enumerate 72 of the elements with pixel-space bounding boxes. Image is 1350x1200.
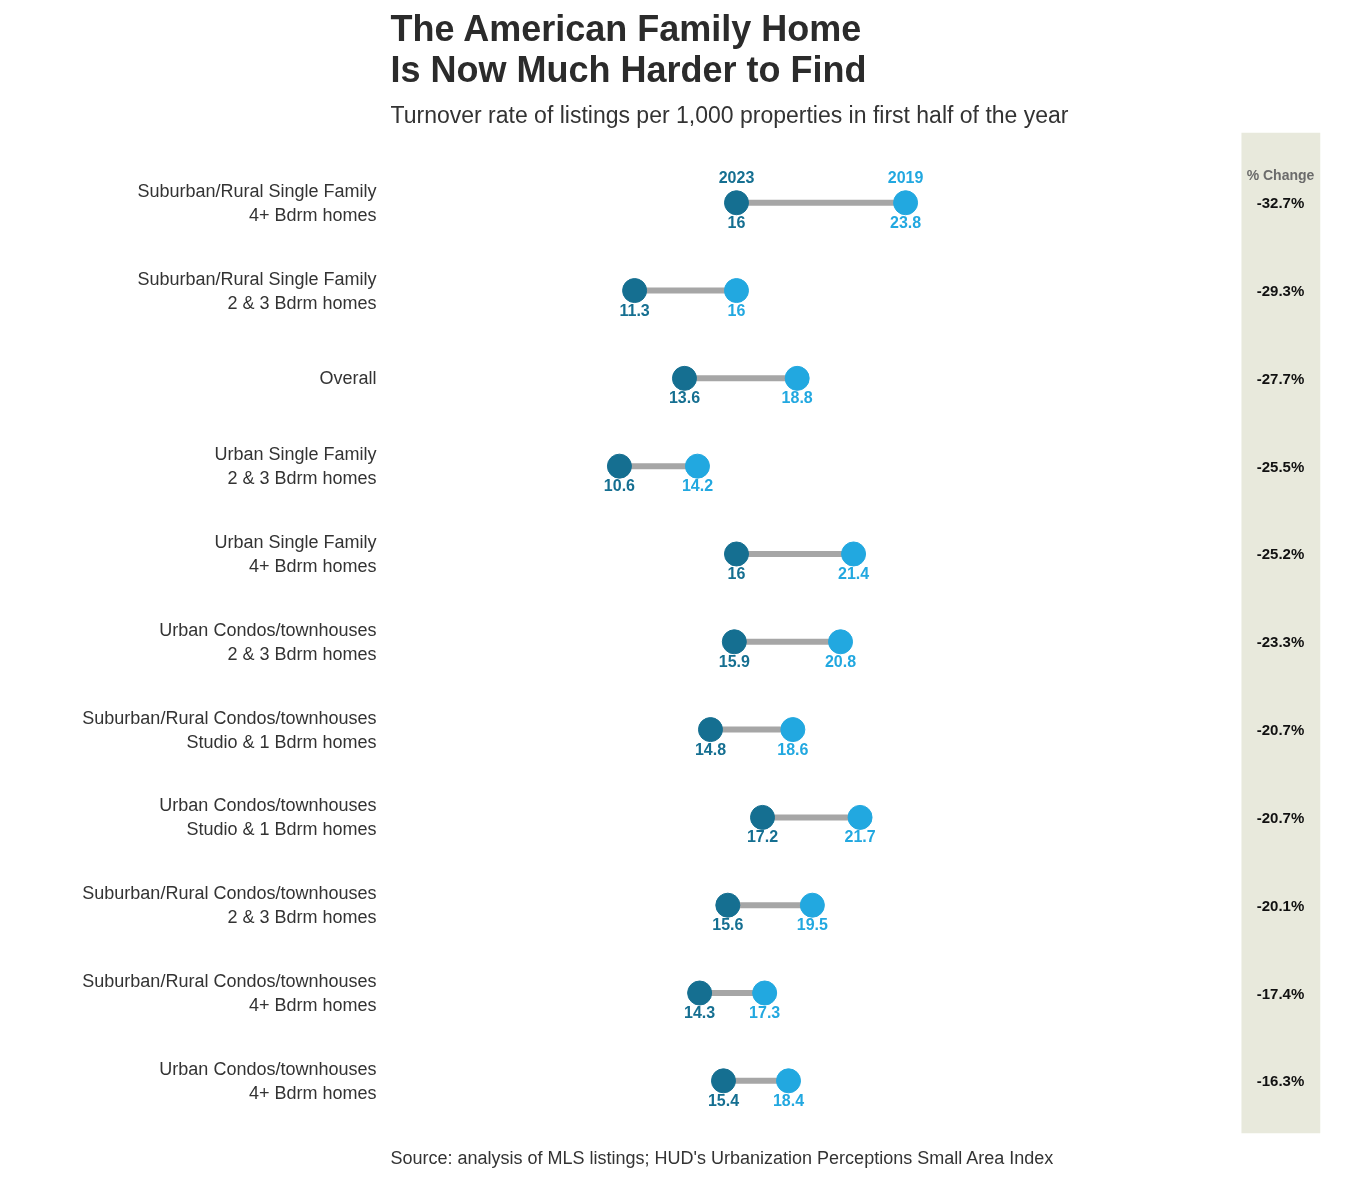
point (841, 541, 867, 567)
point (687, 980, 713, 1006)
point (828, 629, 854, 655)
chart-title: The American Family Home Is Now Much Harder to Find (390, 7, 867, 90)
point (697, 717, 723, 743)
point (893, 190, 919, 216)
y-tick-label: Urban Single Family 4+ Bdrm homes (214, 531, 377, 576)
y-tick-label: Suburban/Rural Condos/townhouses 2 & 3 Bdrm homes (82, 883, 377, 928)
text: -17.4% (1256, 984, 1305, 1002)
point (752, 980, 778, 1006)
data-label: 16 (727, 564, 746, 582)
data-label: 18.4 (772, 1091, 805, 1109)
data-label: 21.7 (844, 828, 876, 846)
data-label: 16 (727, 301, 746, 319)
y-tick-label: Urban Condos/townhouses 4+ Bdrm homes (159, 1058, 377, 1103)
text: -32.7% (1256, 194, 1305, 212)
text: -25.2% (1256, 545, 1305, 563)
point (684, 453, 710, 479)
text: -20.7% (1256, 721, 1305, 739)
point (671, 365, 697, 391)
text: -20.1% (1256, 896, 1305, 914)
source-note: Source: analysis of MLS listings; HUD's Urbanization Perceptions Small Area Index (390, 1148, 1054, 1168)
data-label: 20.8 (824, 652, 857, 670)
point (606, 453, 632, 479)
point (723, 190, 749, 216)
point (715, 892, 741, 918)
data-label: 17.3 (749, 1004, 781, 1022)
y-tick-label: Overall (319, 368, 377, 389)
data-label: 18.8 (781, 389, 813, 407)
data-label: 11.3 (619, 301, 650, 319)
text: -23.3% (1256, 633, 1305, 651)
point (622, 278, 648, 304)
y-tick-label: Suburban/Rural Condos/townhouses Studio & 1 Bdrm homes (82, 707, 377, 752)
y-tick-label: Urban Condos/townhouses 2 & 3 Bdrm homes (159, 619, 377, 664)
series-label: 2019 (887, 168, 924, 186)
point (776, 1068, 802, 1094)
series-label: 2023 (718, 168, 755, 186)
text: -29.3% (1256, 282, 1305, 300)
data-label: 23.8 (890, 213, 922, 231)
text: -16.3% (1256, 1072, 1305, 1090)
text: -25.5% (1256, 457, 1305, 475)
point (710, 1068, 736, 1094)
y-tick-label: Suburban/Rural Single Family 4+ Bdrm homes (137, 180, 377, 225)
y-tick-label: Urban Condos/townhouses Studio & 1 Bdrm homes (159, 795, 377, 840)
data-label: 15.6 (712, 916, 744, 934)
data-label: 15.4 (707, 1091, 740, 1109)
point (723, 541, 749, 567)
text: -20.7% (1256, 808, 1305, 826)
data-label: 14.3 (684, 1004, 716, 1022)
chart-subtitle: Turnover rate of listings per 1,000 properties in first half of the year (390, 101, 1069, 128)
text: -27.7% (1256, 369, 1305, 387)
point (721, 629, 747, 655)
data-label: 14.8 (694, 740, 727, 758)
data-label: 13.6 (668, 389, 701, 407)
data-label: 19.5 (796, 916, 829, 934)
data-label: 14.2 (681, 477, 714, 495)
data-label: 16 (727, 213, 746, 231)
y-tick-label: Urban Single Family 2 & 3 Bdrm homes (214, 444, 377, 489)
point (750, 804, 775, 830)
data-label: 17.2 (746, 828, 779, 846)
data-label: 21.4 (837, 564, 870, 582)
point (799, 892, 825, 918)
point (784, 365, 810, 391)
data-label: 18.6 (777, 740, 809, 758)
data-label: 15.9 (718, 652, 750, 670)
data-label: 10.6 (603, 477, 636, 495)
y-tick-label: Suburban/Rural Single Family 2 & 3 Bdrm homes (137, 268, 377, 313)
point (723, 278, 749, 304)
y-tick-label: Suburban/Rural Condos/townhouses 4+ Bdrm homes (82, 971, 377, 1016)
point (780, 717, 806, 743)
point (847, 804, 873, 830)
text: % Change (1246, 166, 1315, 183)
